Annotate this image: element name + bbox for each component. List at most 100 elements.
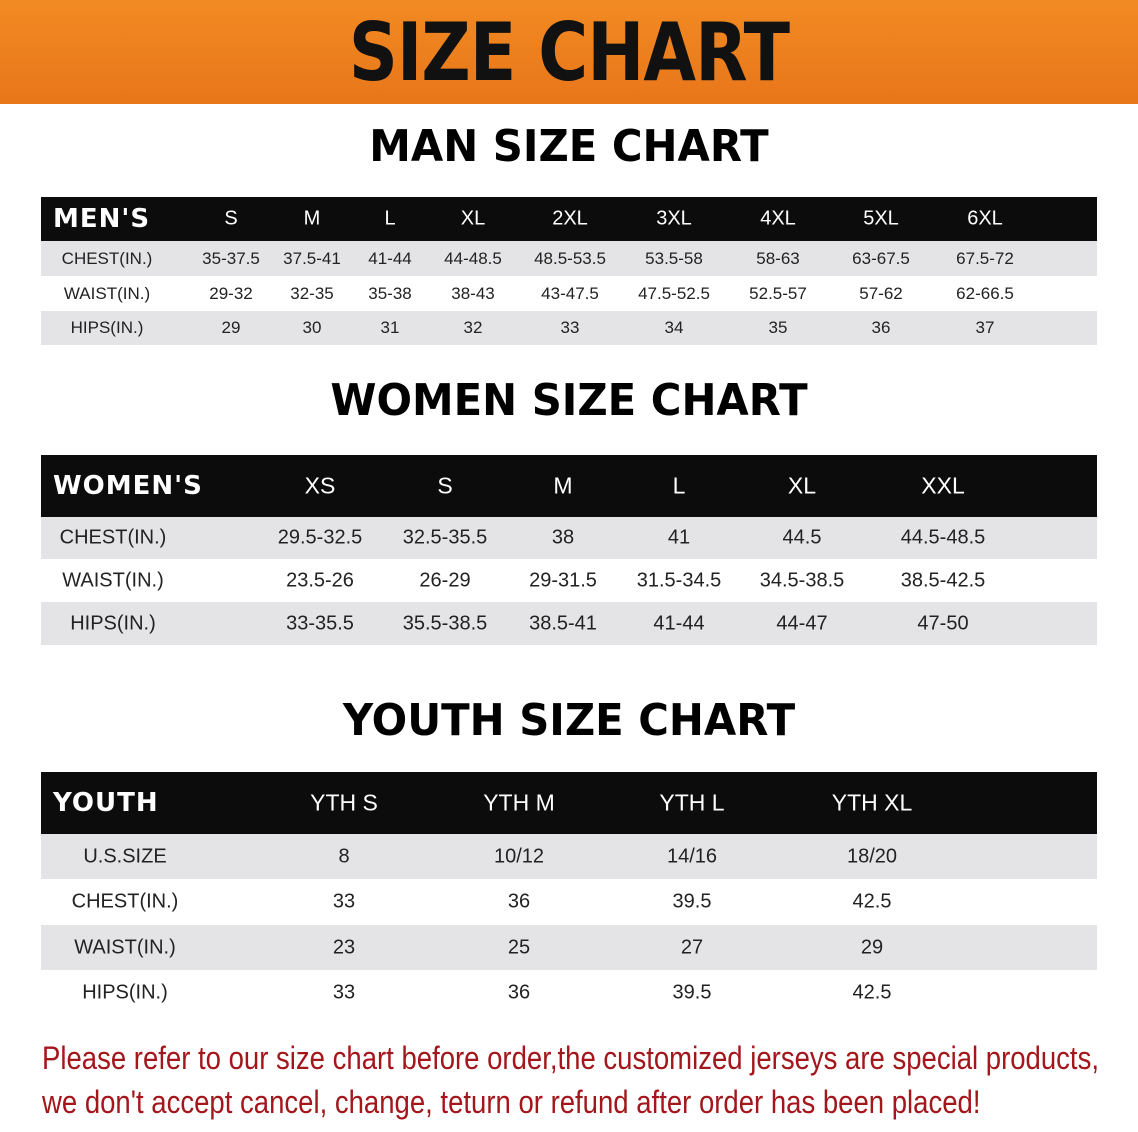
size-header-cell: 5XL (863, 207, 899, 230)
table-cell: 63-67.5 (852, 248, 910, 268)
table-cell: 47.5-52.5 (638, 283, 710, 303)
table-title-cell: MEN'S (53, 204, 151, 234)
size-header-cell: YTH S (310, 789, 378, 816)
table-row: WAIST(IN.) 29-32 32-35 35-38 38-43 43-47.5 47.… (41, 276, 1097, 311)
youth-section-title: YOUTH SIZE CHART (342, 695, 796, 746)
table-cell: 42.5 (852, 890, 892, 913)
men-section-title: MAN SIZE CHART (369, 121, 769, 172)
table-cell: 67.5-72 (956, 248, 1014, 268)
table-cell: 23.5-26 (286, 569, 354, 591)
table-cell: 35 (768, 318, 788, 337)
men-size-table: MEN'S S M L XL 2XL 3XL 4XL 5XL 6XL CHEST(IN.) 35-37… (41, 197, 1097, 345)
table-cell: 36 (871, 318, 891, 337)
table-cell: 29-31.5 (529, 569, 597, 591)
table-cell: 58-63 (756, 248, 800, 268)
table-cell: 52.5-57 (749, 283, 807, 303)
measure-label: HIPS(IN.) (70, 318, 144, 337)
table-cell: 29.5-32.5 (277, 526, 363, 549)
table-cell: 38-43 (451, 283, 495, 303)
banner-title: SIZE CHART (348, 5, 790, 99)
table-row: HIPS(IN.) 33 36 39.5 42.5 (41, 970, 1097, 1015)
table-cell: 29 (860, 936, 884, 958)
table-cell: 31.5-34.5 (636, 569, 722, 591)
table-cell: 10/12 (493, 845, 545, 867)
table-row: CHEST(IN.) 35-37.5 37.5-41 41-44 44-48.5 48.5… (41, 241, 1097, 276)
table-cell: 26-29 (419, 569, 471, 591)
table-row: CHEST(IN.) 33 36 39.5 42.5 (41, 879, 1097, 925)
table-cell: 25 (507, 936, 531, 958)
measure-label: CHEST(IN.) (59, 526, 167, 549)
size-header-cell: XL (460, 207, 486, 230)
table-cell: 37 (975, 318, 995, 337)
size-header-cell: XS (304, 472, 336, 499)
women-size-table: WOMEN'S XS S M L XL XXL CHEST(IN.) 29.5-32.5 32.5… (41, 455, 1097, 645)
table-cell: 29-32 (209, 283, 253, 303)
measure-label: WAIST(IN.) (62, 569, 164, 591)
table-cell: 18/20 (846, 845, 898, 867)
table-cell: 33 (560, 318, 580, 337)
size-header-cell: 2XL (552, 207, 588, 230)
table-cell: 30 (302, 318, 322, 337)
size-header-cell: 3XL (656, 207, 692, 230)
table-cell: 41 (667, 526, 691, 549)
table-cell: 37.5-41 (283, 248, 341, 268)
size-header-cell: YTH XL (831, 789, 913, 816)
table-cell: 23 (332, 936, 356, 958)
table-cell: 36 (507, 981, 531, 1003)
measure-label: HIPS(IN.) (82, 981, 168, 1003)
table-cell: 41-44 (368, 248, 412, 268)
size-header-cell: 6XL (967, 207, 1003, 230)
measure-label: CHEST(IN.) (71, 890, 179, 913)
table-cell: 47-50 (917, 612, 969, 634)
table-cell: 36 (507, 890, 531, 913)
table-cell: 41-44 (653, 612, 705, 634)
banner: SIZE CHART (0, 0, 1138, 104)
size-header-cell: S (437, 472, 453, 499)
table-cell: 33 (332, 981, 356, 1003)
table-cell: 62-66.5 (956, 283, 1014, 303)
table-cell: 44-47 (776, 612, 828, 634)
measure-label: U.S.SIZE (83, 845, 167, 867)
table-cell: 34.5-38.5 (759, 569, 845, 591)
table-cell: 57-62 (859, 283, 903, 303)
table-cell: 39.5 (672, 981, 712, 1003)
table-cell: 44.5 (782, 526, 822, 549)
table-header-row: WOMEN'S XS S M L XL XXL (41, 455, 1097, 517)
size-header-cell: M (553, 472, 573, 499)
table-row: HIPS(IN.) 29 30 31 32 33 34 35 36 37 (41, 311, 1097, 345)
notice-line-2: we don't accept cancel, change, teturn o… (42, 1084, 981, 1120)
table-cell: 33 (332, 890, 356, 913)
table-title-cell: YOUTH (53, 788, 159, 818)
table-row: HIPS(IN.) 33-35.5 35.5-38.5 38.5-41 41-44 44-… (41, 602, 1097, 645)
table-cell: 29 (221, 318, 241, 337)
table-cell: 33-35.5 (286, 612, 354, 634)
notice-line-1: Please refer to our size chart before or… (42, 1040, 1099, 1076)
table-cell: 44.5-48.5 (900, 526, 986, 549)
size-header-cell: XXL (921, 472, 965, 499)
table-cell: 44-48.5 (444, 248, 502, 268)
table-cell: 43-47.5 (541, 283, 599, 303)
table-cell: 31 (380, 318, 400, 337)
table-cell: 48.5-53.5 (534, 248, 606, 268)
size-header-cell: XL (787, 472, 817, 499)
table-cell: 27 (680, 936, 704, 958)
table-cell: 35.5-38.5 (402, 612, 488, 634)
size-header-cell: M (303, 207, 321, 230)
order-notice: Please refer to our size chart before or… (42, 1036, 1099, 1124)
measure-label: HIPS(IN.) (70, 612, 156, 634)
table-header-row: YOUTH YTH S YTH M YTH L YTH XL (41, 772, 1097, 834)
table-cell: 14/16 (666, 845, 718, 867)
table-cell: 35-37.5 (202, 248, 260, 268)
table-title-cell: WOMEN'S (53, 471, 203, 501)
table-cell: 8 (338, 845, 350, 867)
table-row: CHEST(IN.) 29.5-32.5 32.5-35.5 38 41 44.5 44.5… (41, 517, 1097, 559)
size-header-cell: S (224, 207, 238, 230)
measure-label: CHEST(IN.) (61, 248, 153, 268)
table-cell: 35-38 (368, 283, 412, 303)
table-row: U.S.SIZE 8 10/12 14/16 18/20 (41, 834, 1097, 879)
table-cell: 53.5-58 (645, 248, 703, 268)
table-cell: 38.5-42.5 (900, 569, 986, 591)
table-row: WAIST(IN.) 23.5-26 26-29 29-31.5 31.5-34.5 34… (41, 559, 1097, 602)
youth-size-table: YOUTH YTH S YTH M YTH L YTH XL U.S.SIZE 8 10/12… (41, 772, 1097, 1015)
size-header-cell: YTH M (483, 789, 555, 816)
